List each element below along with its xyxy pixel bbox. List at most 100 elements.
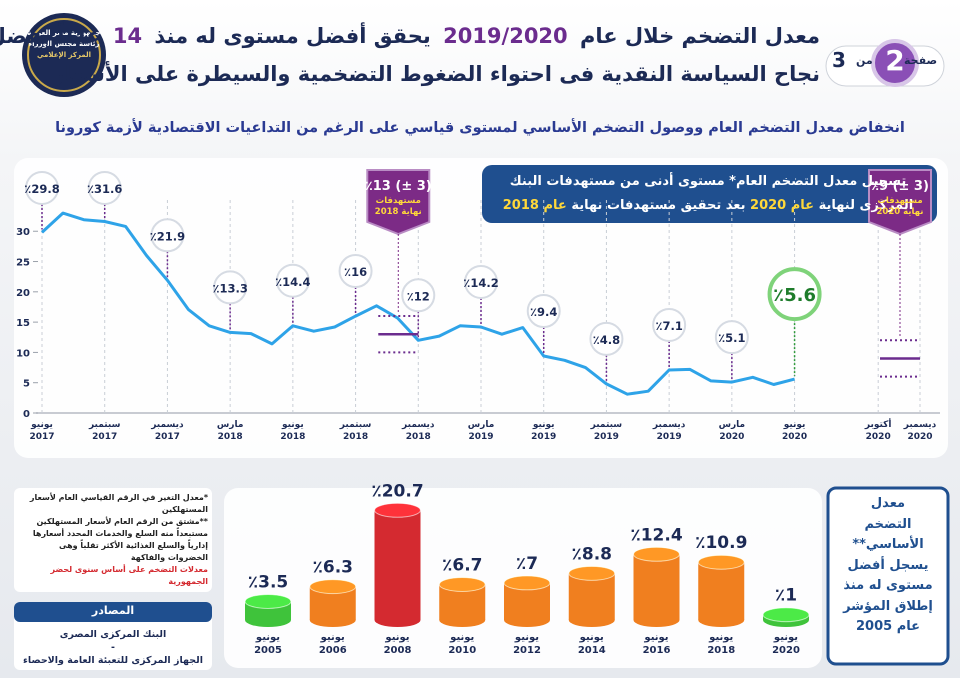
x-tick-label: يونيو 2018 [280, 420, 306, 442]
bubble [213, 270, 248, 305]
x-tick-label: ديسمبر 2018 [402, 420, 435, 442]
target-caption: مستهدفات نهاية 2018 [374, 196, 422, 217]
x-tick-label: ديسمبر 2019 [652, 420, 686, 442]
x-tick-label: يونيو 2008 [383, 632, 412, 656]
bar [698, 562, 745, 620]
text-segment: عام 2020 [750, 198, 815, 213]
core-line: الأساسي** [852, 537, 924, 552]
y-tick-label: 5 [23, 379, 30, 390]
bar-cap [309, 579, 357, 595]
x-tick-label: يونيو 2010 [448, 632, 477, 656]
bar [568, 573, 615, 620]
logo-line: رئاسة مجلس الوزراء [28, 40, 100, 48]
text-segment: معدل التضخم خلال عام [579, 24, 820, 48]
y-tick-label: 15 [16, 318, 30, 329]
data-label: ٪10.9 [695, 533, 747, 553]
data-label: ٪7 [516, 554, 538, 574]
data-label: ٪9.4 [530, 305, 557, 319]
core-line: عام 2005 [855, 619, 920, 634]
text-segment: 14 [112, 24, 143, 48]
x-tick-label: سبتمبر 2019 [590, 420, 623, 442]
data-label: ٪4.8 [593, 333, 620, 347]
bar-cap [762, 607, 810, 623]
target-callout [366, 169, 431, 236]
source: - [111, 642, 115, 653]
bar [374, 510, 421, 620]
headline-text: تسجيل معدل التضخم العام* مستوى أدنى من م… [486, 170, 930, 218]
core-line: معدل [870, 496, 906, 511]
bubble [275, 263, 310, 298]
page-circle [871, 39, 919, 87]
y-tick-label: 20 [16, 288, 30, 299]
x-tick-label: مارس 2020 [718, 420, 746, 442]
data-label: ٪3.5 [248, 572, 289, 592]
x-tick-label: يونيو 2019 [531, 420, 557, 442]
bar-cap [503, 575, 551, 591]
data-label: ٪8.8 [572, 544, 613, 564]
x-tick-label: مارس 2018 [216, 420, 244, 442]
bubble [150, 218, 185, 253]
core-line: يسجل أفضل [847, 557, 929, 573]
data-label: ٪21.9 [150, 229, 185, 243]
bar-cap [374, 502, 421, 518]
data-label: ٪7.1 [655, 319, 682, 333]
x-tick-label: ديسمبر 2020 [903, 420, 937, 442]
logo-line: جمهورية مصر العربية [27, 29, 101, 37]
data-label: ٪12 [407, 289, 430, 303]
sources: البنك المركزى المصرى - الجهاز المركزى لل… [20, 628, 206, 667]
source-note: معدلات التضخم على أساس سنوى لحضر الجمهور… [50, 565, 208, 586]
x-tick-label: يونيو 2005 [254, 632, 282, 656]
bubble [87, 171, 122, 205]
sources-title: المصادر [91, 604, 135, 617]
page-of: من [856, 54, 873, 67]
y-tick-label: 10 [16, 348, 30, 359]
x-tick-label: ديسمبر 2017 [151, 420, 184, 442]
notes: *معدل التغير في الرقم القياسي العام لأسع… [20, 492, 208, 588]
bar-cap [244, 593, 292, 609]
data-label: ٪12.4 [630, 525, 682, 545]
headline-line: المركزى لنهاية عام 2020 بعد تحقيق مستهدف… [486, 194, 930, 218]
bar-cap [438, 576, 486, 592]
bubble [464, 264, 498, 299]
bar-cap [697, 554, 745, 570]
title-line: معدل التضخم خلال عام 2019/2020 يحقق أفضل… [0, 24, 820, 48]
source: البنك المركزى المصرى [59, 629, 167, 640]
x-tick-label: يونيو 2014 [577, 632, 606, 656]
data-label: ٪20.7 [371, 481, 423, 501]
x-tick-label: يونيو 2020 [782, 420, 808, 442]
text-segment: بعد تحقيق مستهدفات نهاية [571, 198, 746, 213]
logo: جمهورية مصر العربية رئاسة مجلس الوزراء ا… [26, 28, 102, 61]
text-segment: نجاح السياسة النقدية فى احتواء الضغوط ال… [52, 62, 820, 86]
bubble [714, 320, 749, 355]
x-tick-label: مارس 2019 [467, 420, 495, 442]
target-label: ٪9 (± 3) [871, 179, 929, 194]
text-segment: المركزى لنهاية [818, 198, 914, 213]
x-tick-label: سبتمبر 2018 [339, 420, 372, 442]
x-tick-label: يونيو 2017 [29, 420, 55, 442]
bar [633, 554, 680, 620]
bubble [401, 278, 436, 313]
data-label: ٪1 [775, 586, 797, 606]
bar-cap [633, 546, 680, 562]
subtitle: انخفاض معدل التضخم العام ووصول التضخم ال… [55, 120, 905, 136]
bubble [526, 294, 561, 329]
note: *معدل التغير في الرقم القياسي العام لأسع… [29, 493, 208, 514]
page-number: 2 [885, 44, 905, 77]
y-tick-label: 30 [16, 227, 30, 238]
text-segment: يحقق أفضل مستوى له منذ [154, 24, 431, 48]
x-tick-label: يونيو 2016 [642, 632, 671, 656]
headline-line: تسجيل معدل التضخم العام* مستوى أدنى من م… [486, 170, 930, 194]
logo-line: المركز الإعلامي [36, 51, 92, 59]
x-tick-label: يونيو 2018 [707, 632, 736, 656]
data-label: ٪16 [344, 265, 367, 279]
data-label: ٪29.8 [24, 182, 59, 196]
page-label: صفحة [904, 54, 938, 67]
data-label: ٪31.6 [87, 182, 122, 196]
core-text: معدل التضخم الأساسي** يسجل أفضل مستوى له منذ… [834, 494, 942, 638]
page-total: 3 [832, 48, 846, 72]
bubble [767, 267, 822, 322]
bubble [25, 171, 59, 205]
data-label: ٪13.3 [212, 281, 247, 295]
data-label: ٪14.4 [275, 275, 310, 289]
